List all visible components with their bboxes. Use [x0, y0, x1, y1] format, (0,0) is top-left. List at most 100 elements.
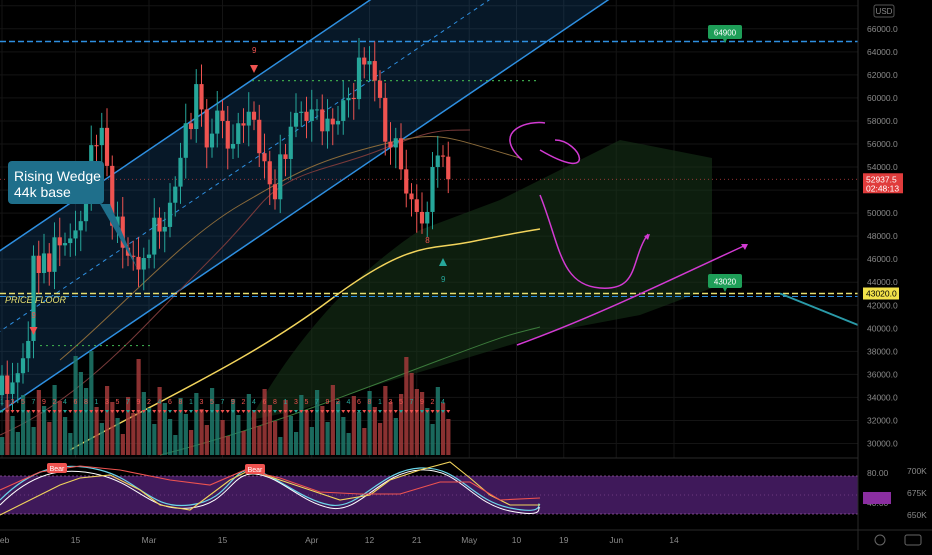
osc-volume-tick: 700K	[907, 466, 927, 476]
x-tick-label: Jun	[609, 535, 623, 545]
td-triangle	[15, 410, 20, 413]
td-triangle	[168, 410, 172, 413]
candle	[215, 110, 220, 134]
volume-bar	[299, 395, 304, 455]
td-count: 7	[221, 399, 225, 406]
td-triangle	[388, 410, 393, 413]
candle	[325, 118, 330, 132]
volume-bar	[168, 419, 173, 455]
td-count: 4	[252, 399, 256, 406]
bear-badge: Bear	[50, 466, 65, 473]
countdown-label: 02:48:13	[866, 183, 899, 193]
candle	[435, 155, 440, 168]
osc-line-1	[0, 465, 541, 511]
td-triangle	[414, 410, 419, 413]
wedge-callout-subtitle: 44k base	[14, 184, 71, 200]
td-triangle	[215, 410, 220, 413]
volume-bar	[231, 399, 236, 455]
volume-bar	[99, 423, 104, 455]
td-count: 6	[357, 399, 361, 406]
volume-bar	[21, 395, 26, 455]
volume-bar	[183, 414, 188, 455]
td-triangle	[31, 410, 36, 413]
td-count: 3	[294, 399, 298, 406]
td-count: 5	[399, 399, 403, 406]
td-triangle	[52, 410, 57, 413]
td-triangle	[204, 410, 209, 413]
td-triangle	[257, 410, 262, 413]
volume-bar	[315, 390, 320, 455]
y-tick-label: 34000.0	[867, 392, 898, 402]
candle	[162, 226, 167, 232]
candle	[393, 138, 398, 148]
candle	[141, 258, 146, 270]
candle	[204, 109, 209, 148]
candle	[372, 61, 377, 81]
volume-bar	[136, 359, 141, 455]
x-tick-label: 19	[559, 535, 569, 545]
auto-scale-icon	[874, 534, 886, 546]
projection-path-1	[539, 194, 649, 289]
td-triangle	[357, 410, 361, 413]
volume-bar	[189, 430, 194, 455]
td-triangle	[78, 410, 83, 413]
td-triangle	[89, 410, 94, 413]
volume-bar	[341, 417, 346, 455]
candle	[388, 141, 393, 148]
candle	[68, 238, 73, 244]
volume-bar	[414, 389, 419, 455]
td-triangle	[262, 410, 267, 413]
y-tick-label: 58000.0	[867, 116, 898, 126]
td-triangle	[330, 410, 335, 413]
buy-signal-icon	[439, 258, 447, 266]
candle	[299, 111, 304, 113]
td-triangle	[378, 410, 382, 413]
volume-bar	[10, 416, 15, 455]
td-triangle	[236, 410, 241, 413]
volume-bar	[36, 390, 41, 455]
candle	[241, 123, 246, 126]
td-triangle	[278, 410, 283, 413]
x-tick-label: 14	[669, 535, 679, 545]
volume-bar	[225, 436, 230, 455]
td-triangle	[173, 410, 178, 413]
td-triangle	[283, 410, 288, 413]
td-triangle	[341, 410, 346, 413]
candle	[257, 119, 262, 154]
td-eight: 8	[425, 236, 430, 245]
td-count: 1	[95, 399, 99, 406]
candle	[26, 340, 31, 359]
volume-bar	[0, 437, 5, 455]
candle	[251, 111, 257, 120]
td-count: 1	[378, 399, 382, 406]
y-tick-label: 40000.0	[867, 323, 898, 333]
candle	[278, 154, 283, 200]
td-triangle	[315, 410, 319, 413]
td-triangle	[189, 410, 193, 413]
td-triangle	[5, 410, 10, 413]
candle	[335, 120, 341, 125]
x-tick-label: 12	[365, 535, 375, 545]
volume-bar	[73, 356, 78, 455]
last-price-tag-bg	[863, 173, 903, 194]
currency-badge-box	[873, 4, 895, 18]
volume-bar	[425, 408, 430, 455]
candle	[188, 123, 194, 130]
candle	[330, 118, 335, 125]
td-triangle	[152, 410, 157, 413]
td-triangle	[404, 410, 409, 413]
y-tick-label: 64000.0	[867, 47, 898, 57]
volume-bar	[367, 391, 372, 455]
last-price-label: 52937.5	[866, 174, 897, 184]
volume-bar	[430, 424, 435, 455]
volume-bar	[257, 426, 262, 455]
td-triangle	[157, 410, 162, 413]
candle	[246, 111, 251, 126]
candle	[57, 237, 62, 246]
volume-bar	[267, 405, 272, 455]
arrow-head	[644, 234, 650, 240]
volume-bar	[336, 401, 341, 455]
td-triangle	[446, 410, 451, 413]
